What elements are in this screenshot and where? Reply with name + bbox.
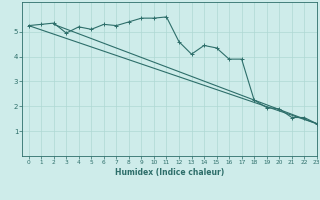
X-axis label: Humidex (Indice chaleur): Humidex (Indice chaleur): [115, 168, 224, 177]
